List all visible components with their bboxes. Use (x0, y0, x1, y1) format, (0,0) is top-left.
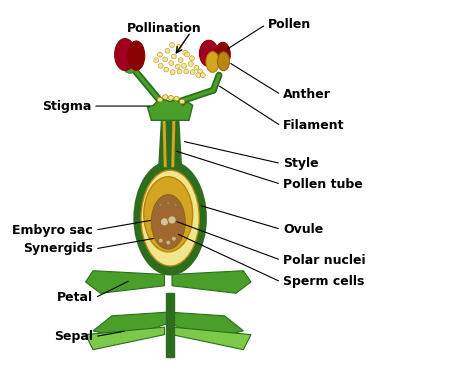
Ellipse shape (190, 70, 195, 75)
Ellipse shape (169, 61, 173, 66)
Ellipse shape (174, 96, 179, 101)
Text: Stigma: Stigma (42, 100, 91, 112)
Text: Embyro sac: Embyro sac (12, 224, 93, 237)
Polygon shape (163, 120, 167, 167)
Text: Pollination: Pollination (127, 22, 202, 35)
Ellipse shape (206, 52, 219, 72)
Ellipse shape (190, 56, 194, 61)
Polygon shape (159, 120, 182, 167)
Text: Sperm cells: Sperm cells (283, 276, 365, 288)
Ellipse shape (172, 54, 176, 59)
Ellipse shape (218, 52, 229, 71)
Ellipse shape (174, 203, 178, 207)
Ellipse shape (215, 42, 230, 67)
Text: Filament: Filament (283, 120, 345, 132)
Polygon shape (147, 100, 193, 120)
Ellipse shape (182, 63, 186, 68)
Ellipse shape (180, 99, 185, 104)
Ellipse shape (177, 69, 182, 74)
Ellipse shape (144, 177, 193, 252)
Ellipse shape (168, 216, 176, 224)
Ellipse shape (176, 44, 181, 50)
Text: Ovule: Ovule (283, 223, 323, 236)
Ellipse shape (172, 237, 176, 241)
Ellipse shape (158, 63, 163, 68)
Ellipse shape (159, 203, 163, 207)
Ellipse shape (170, 70, 175, 75)
Ellipse shape (157, 97, 163, 102)
Ellipse shape (168, 96, 173, 100)
Ellipse shape (188, 61, 193, 67)
Polygon shape (172, 327, 251, 350)
Ellipse shape (184, 52, 190, 57)
Ellipse shape (165, 48, 170, 53)
Ellipse shape (182, 50, 188, 55)
Ellipse shape (158, 238, 163, 243)
Text: Pollen: Pollen (268, 18, 311, 31)
Text: Polar nuclei: Polar nuclei (283, 254, 365, 267)
Polygon shape (85, 327, 164, 350)
Polygon shape (168, 312, 244, 338)
Ellipse shape (141, 170, 199, 266)
Text: Synergids: Synergids (23, 243, 93, 255)
Ellipse shape (163, 57, 168, 62)
Ellipse shape (128, 41, 145, 70)
Polygon shape (93, 312, 168, 338)
Ellipse shape (166, 240, 171, 245)
Ellipse shape (154, 58, 159, 63)
Ellipse shape (157, 52, 163, 57)
Ellipse shape (115, 38, 136, 71)
Ellipse shape (175, 64, 180, 69)
Polygon shape (172, 271, 251, 293)
Ellipse shape (151, 195, 185, 249)
Ellipse shape (135, 162, 206, 274)
Ellipse shape (198, 69, 203, 74)
Text: Petal: Petal (57, 291, 93, 304)
Text: Pollen tube: Pollen tube (283, 178, 363, 191)
Ellipse shape (163, 95, 168, 99)
Ellipse shape (194, 65, 199, 70)
Ellipse shape (170, 42, 174, 48)
Text: Sepal: Sepal (54, 330, 93, 343)
Ellipse shape (184, 69, 189, 74)
Ellipse shape (164, 67, 169, 72)
Ellipse shape (122, 55, 137, 73)
Polygon shape (171, 120, 175, 167)
Ellipse shape (166, 201, 170, 205)
Text: Anther: Anther (283, 88, 331, 101)
Text: Style: Style (283, 157, 319, 170)
Polygon shape (166, 293, 174, 357)
Ellipse shape (160, 218, 169, 226)
Ellipse shape (201, 73, 205, 78)
Ellipse shape (196, 73, 201, 78)
Ellipse shape (178, 58, 183, 63)
Ellipse shape (200, 40, 218, 67)
Polygon shape (85, 271, 164, 293)
